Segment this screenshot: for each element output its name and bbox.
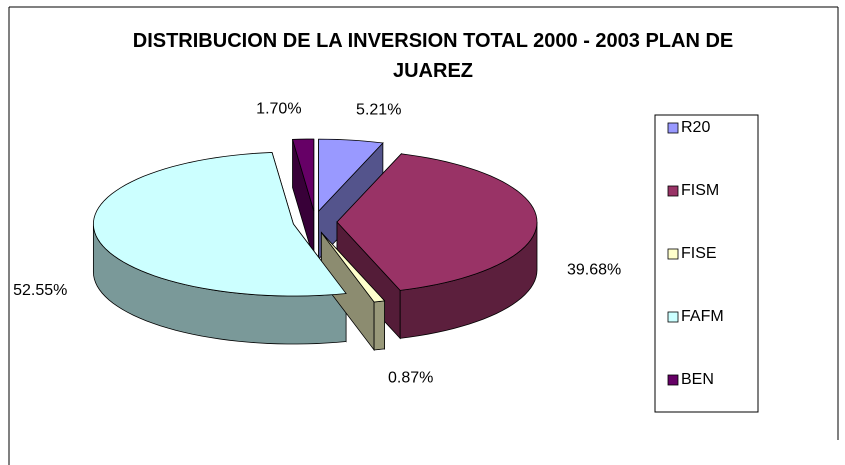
legend-label: FAFM xyxy=(681,308,724,325)
slice xyxy=(291,138,315,212)
data-label: 0.87% xyxy=(388,369,433,386)
legend-swatch xyxy=(667,122,679,134)
chart-title: DISTRIBUCION DE LA INVERSION TOTAL 2000 … xyxy=(132,30,734,82)
data-label: 39.68% xyxy=(567,262,621,279)
slice-wall xyxy=(373,300,385,351)
slice xyxy=(336,153,538,291)
data-label: 52.55% xyxy=(13,282,67,299)
legend-label: FISE xyxy=(681,245,717,262)
legend-box xyxy=(654,114,759,413)
legend-swatch xyxy=(667,185,679,197)
legend-label: R20 xyxy=(681,119,710,136)
legend-label: BEN xyxy=(681,371,714,388)
slice xyxy=(93,152,347,297)
legend-swatch xyxy=(667,374,679,386)
slice xyxy=(318,138,384,213)
data-label: 1.70% xyxy=(256,100,301,117)
legend-swatch xyxy=(667,248,679,260)
legend-label: FISM xyxy=(681,182,719,199)
slice xyxy=(321,232,386,303)
data-label: 5.21% xyxy=(356,102,401,119)
legend-swatch xyxy=(667,311,679,323)
